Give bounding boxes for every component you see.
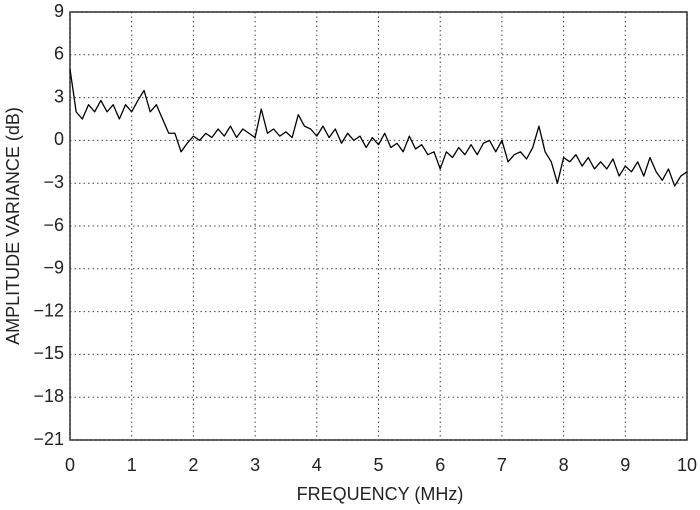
y-tick-label: 9 bbox=[54, 1, 64, 21]
x-tick-label: 4 bbox=[312, 455, 322, 475]
x-tick-label: 1 bbox=[127, 455, 137, 475]
x-tick-label: 10 bbox=[677, 455, 697, 475]
y-tick-label: 3 bbox=[54, 86, 64, 106]
y-axis-label: AMPLITUDE VARIANCE (dB) bbox=[3, 107, 23, 345]
y-tick-label: −21 bbox=[33, 429, 64, 449]
y-tick-label: −18 bbox=[33, 386, 64, 406]
x-tick-label: 2 bbox=[188, 455, 198, 475]
x-tick-label: 5 bbox=[373, 455, 383, 475]
x-tick-label: 8 bbox=[559, 455, 569, 475]
x-tick-label: 7 bbox=[497, 455, 507, 475]
x-tick-label: 9 bbox=[620, 455, 630, 475]
y-tick-label: 6 bbox=[54, 44, 64, 64]
x-tick-label: 6 bbox=[435, 455, 445, 475]
y-tick-label: −6 bbox=[43, 215, 64, 235]
y-tick-label: −15 bbox=[33, 343, 64, 363]
data-line bbox=[69, 68, 688, 187]
x-axis-label: FREQUENCY (MHz) bbox=[297, 484, 464, 504]
x-tick-label: 0 bbox=[65, 455, 75, 475]
y-tick-label: 0 bbox=[54, 129, 64, 149]
x-tick-label: 3 bbox=[250, 455, 260, 475]
y-tick-label: −3 bbox=[43, 172, 64, 192]
y-tick-label: −12 bbox=[33, 300, 64, 320]
y-tick-label: −9 bbox=[43, 258, 64, 278]
